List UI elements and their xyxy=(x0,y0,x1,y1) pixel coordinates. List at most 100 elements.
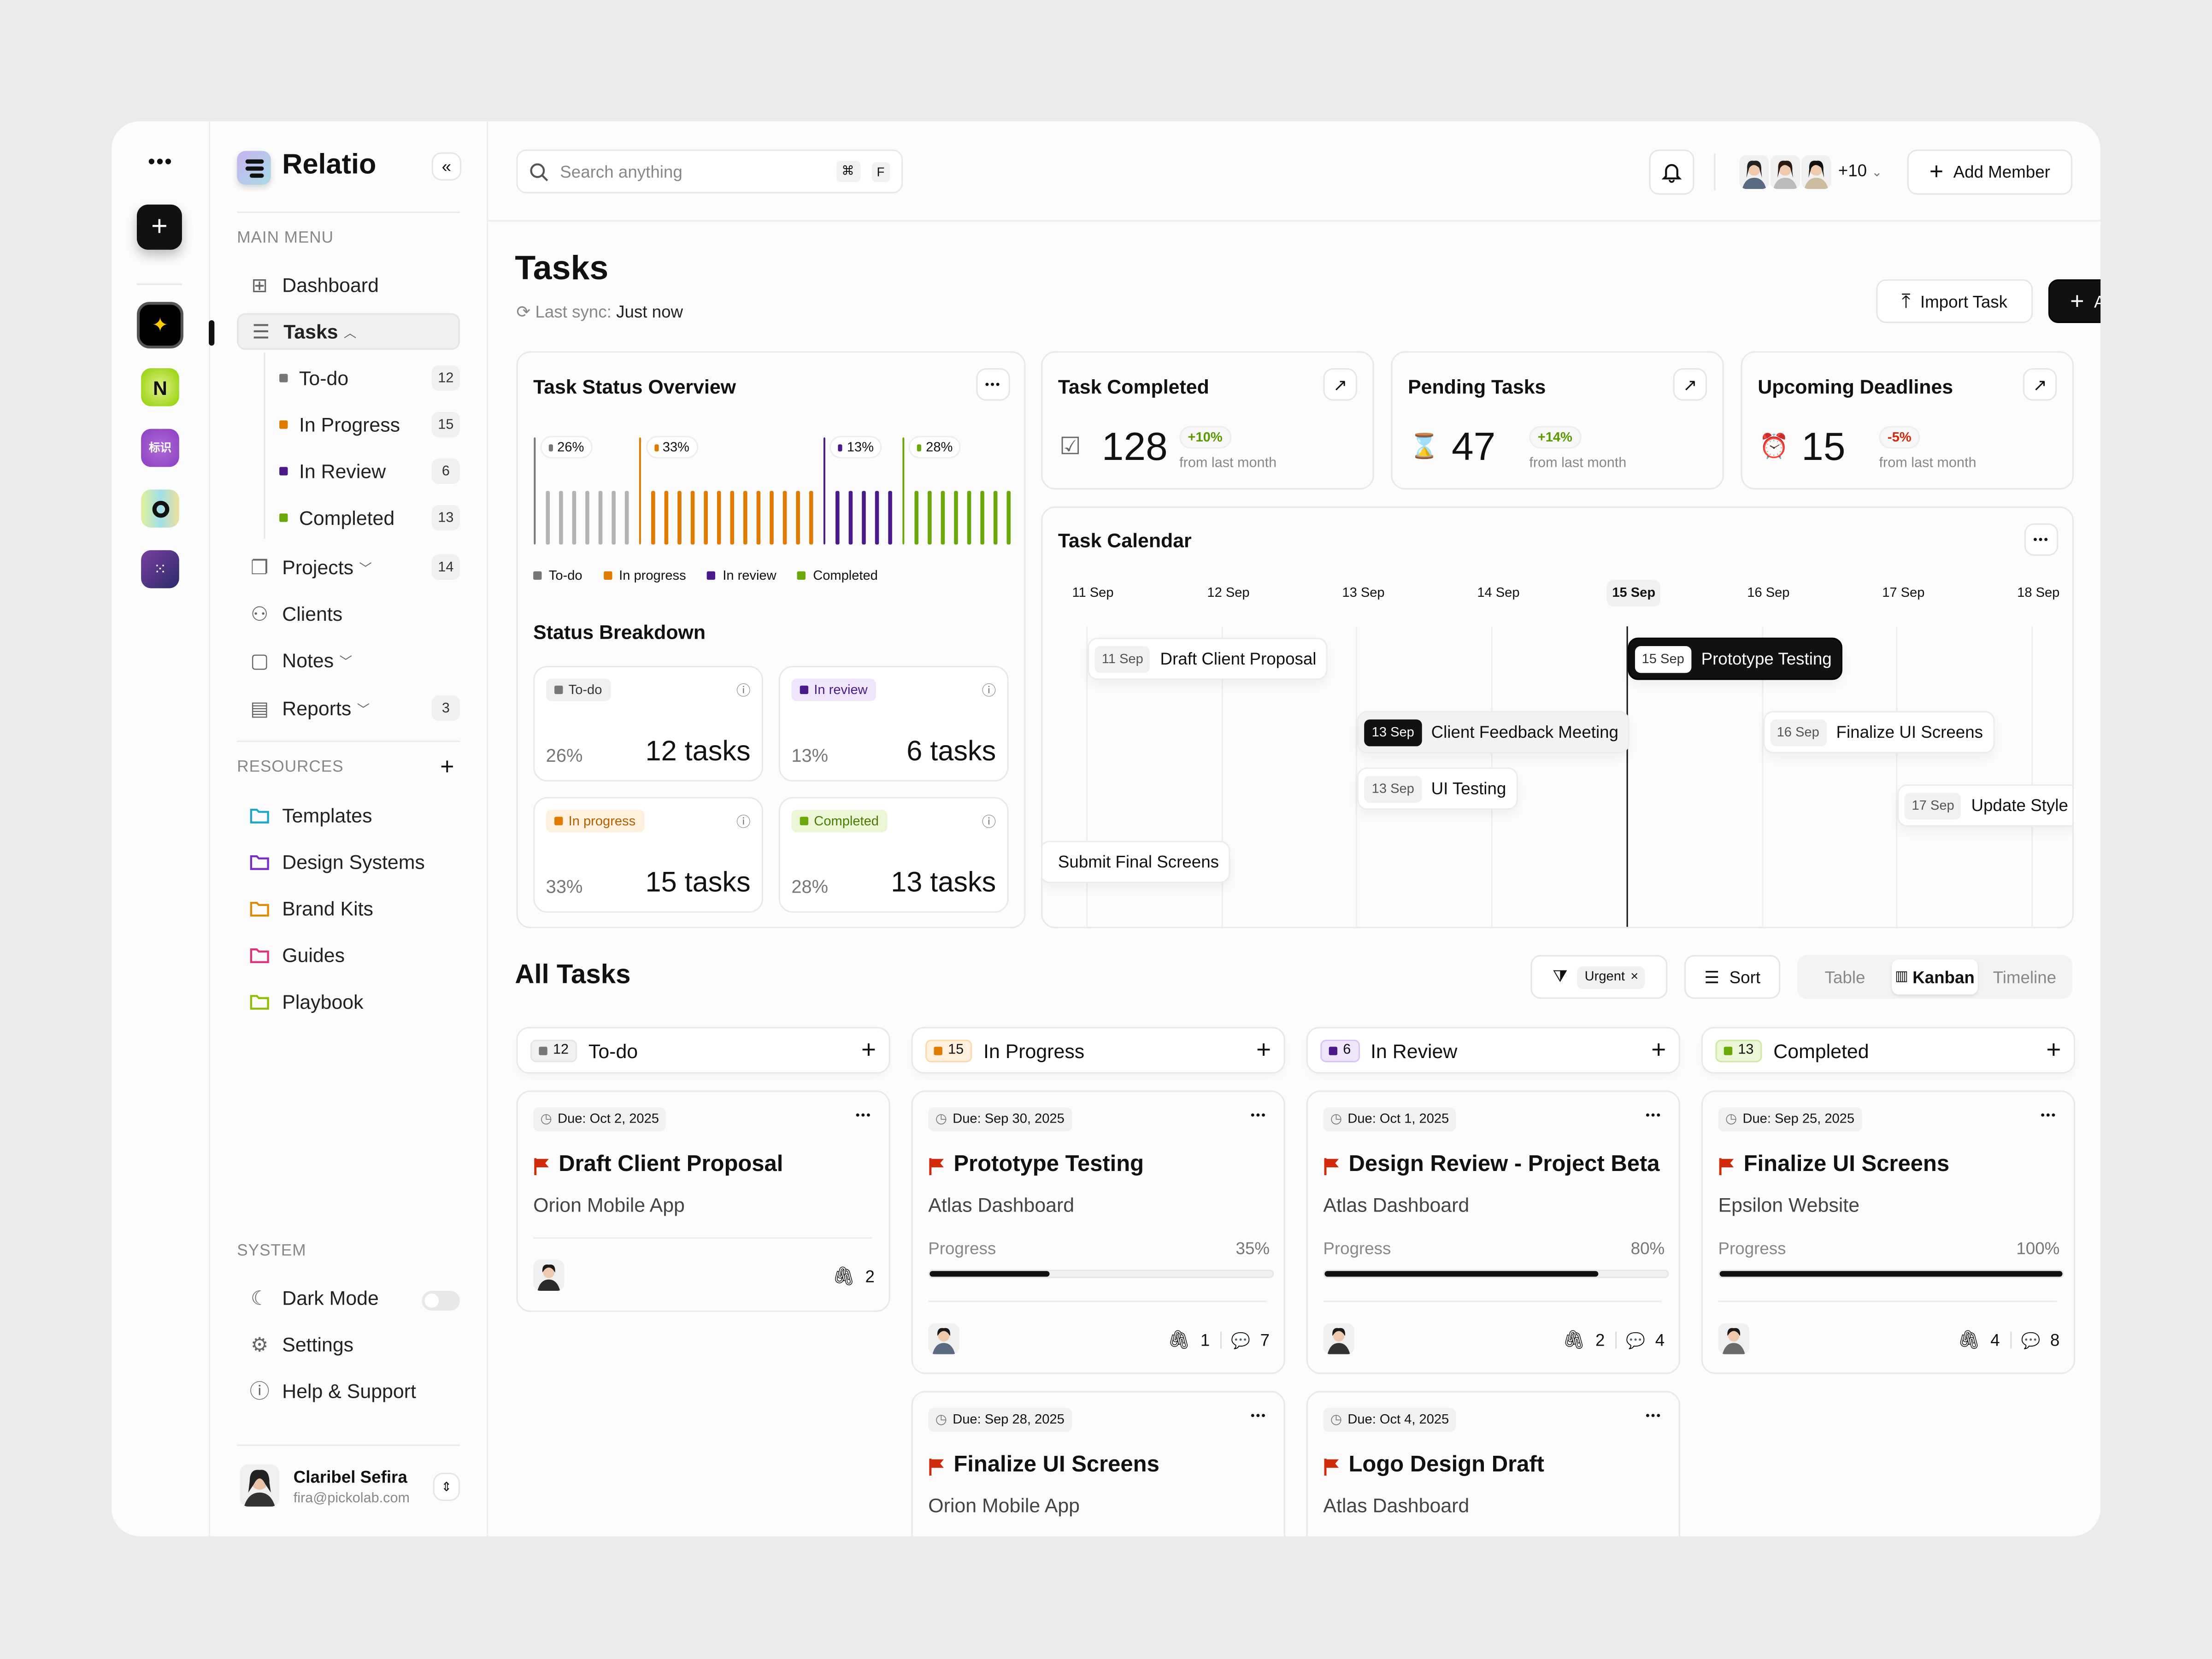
new-workspace-button[interactable]: + xyxy=(136,204,182,250)
member-avatar[interactable] xyxy=(1770,155,1800,189)
sidebar-subitem-in-progress[interactable]: In Progress 15 xyxy=(279,406,460,443)
calendar-day-14-sep[interactable]: 14 Sep xyxy=(1477,585,1520,601)
card-more-button[interactable]: ••• xyxy=(1646,1109,1662,1122)
member-avatar[interactable] xyxy=(1739,155,1769,189)
user-avatar[interactable] xyxy=(240,1464,280,1507)
calendar-event[interactable]: 11 Sep Draft Client Proposal xyxy=(1088,637,1328,680)
calendar-day-12-sep[interactable]: 12 Sep xyxy=(1207,585,1250,601)
system-item-help-support[interactable]: ⓘ Help & Support xyxy=(237,1373,460,1410)
task-card[interactable]: ◷ Due: Oct 4, 2025 ••• Logo Design Draft … xyxy=(1306,1391,1680,1536)
card-more-button[interactable]: ••• xyxy=(855,1109,872,1122)
filter-button[interactable]: ⧩ Urgent × xyxy=(1530,955,1668,999)
calendar-event[interactable]: 16 Sep Finalize UI Screens xyxy=(1762,711,1994,753)
resource-design-systems[interactable]: Design Systems xyxy=(237,844,460,881)
notifications-button[interactable] xyxy=(1649,149,1694,195)
breakdown-card-in-progress[interactable]: In progress ⓘ 33% 15 tasks xyxy=(533,797,764,913)
sidebar-item-dashboard[interactable]: ⊞ Dashboard xyxy=(237,267,460,304)
breakdown-card-in-review[interactable]: In review ⓘ 13% 6 tasks xyxy=(778,665,1009,782)
info-icon[interactable]: ⓘ xyxy=(736,684,751,700)
calendar-event[interactable]: 17 Sep Update Style xyxy=(1897,784,2072,827)
workspace-badge-icon[interactable]: 标识 xyxy=(141,429,179,467)
task-card[interactable]: ◷ Due: Sep 25, 2025 ••• Finalize UI Scree… xyxy=(1701,1090,2076,1374)
member-avatar[interactable] xyxy=(1801,155,1831,189)
workspace-dots-icon[interactable]: ⁙ xyxy=(141,550,179,588)
sidebar-subitem-to-do[interactable]: To-do 12 xyxy=(279,360,460,397)
search-input[interactable]: Search anything ⌘ F xyxy=(516,149,903,194)
resource-brand-kits[interactable]: Brand Kits xyxy=(237,890,460,927)
card-more-button[interactable]: ••• xyxy=(1251,1409,1267,1422)
task-card[interactable]: ◷ Due: Sep 30, 2025 ••• Prototype Testing… xyxy=(911,1090,1285,1374)
assignee-avatar[interactable] xyxy=(1718,1323,1749,1354)
open-stat-button[interactable]: ↗ xyxy=(1673,368,1707,401)
sidebar-item-projects[interactable]: ❐ Projects ﹀ 14 xyxy=(237,549,460,586)
task-title[interactable]: Design Review - Project Beta xyxy=(1323,1153,1660,1178)
add-member-button[interactable]: + Add Member xyxy=(1907,149,2072,195)
members-more-count[interactable]: +10 ⌄ xyxy=(1838,161,1883,181)
calendar-event[interactable]: 15 Sep Prototype Testing xyxy=(1628,637,1843,680)
sidebar-item-clients[interactable]: ⚇ Clients xyxy=(237,595,460,632)
assignee-avatar[interactable] xyxy=(533,1259,565,1291)
calendar-more-button[interactable]: ••• xyxy=(2024,523,2059,556)
assignee-avatar[interactable] xyxy=(1323,1323,1354,1354)
info-icon[interactable]: ⓘ xyxy=(982,815,996,831)
calendar-day-11-sep[interactable]: 11 Sep xyxy=(1072,585,1114,601)
task-title[interactable]: Logo Design Draft xyxy=(1323,1453,1544,1478)
open-stat-button[interactable]: ↗ xyxy=(2023,368,2057,401)
task-card[interactable]: ◷ Due: Oct 2, 2025 ••• Draft Client Propo… xyxy=(516,1090,890,1312)
add-card-button[interactable]: + xyxy=(1256,1035,1271,1064)
card-more-button[interactable]: ••• xyxy=(1251,1109,1267,1122)
dark-mode-toggle[interactable] xyxy=(422,1290,460,1311)
sort-button[interactable]: ☰ Sort xyxy=(1684,955,1781,999)
breakdown-card-to-do[interactable]: To-do ⓘ 26% 12 tasks xyxy=(533,665,764,782)
info-icon[interactable]: ⓘ xyxy=(736,815,751,831)
add-card-button[interactable]: + xyxy=(2046,1035,2061,1064)
calendar-day-15-sep[interactable]: 15 Sep xyxy=(1606,580,1661,607)
member-avatars[interactable] xyxy=(1739,155,1831,189)
breakdown-card-completed[interactable]: Completed ⓘ 28% 13 tasks xyxy=(778,797,1009,913)
view-tab-table[interactable]: Table xyxy=(1824,967,1865,987)
calendar-event[interactable]: Submit Final Screens xyxy=(1042,841,1230,883)
task-title[interactable]: Draft Client Proposal xyxy=(533,1153,783,1178)
import-task-button[interactable]: ⤒ Import Task xyxy=(1876,279,2033,324)
assignee-avatar[interactable] xyxy=(928,1323,959,1354)
task-title[interactable]: Finalize UI Screens xyxy=(928,1453,1159,1478)
calendar-day-18-sep[interactable]: 18 Sep xyxy=(2017,585,2060,601)
task-card[interactable]: ◷ Due: Oct 1, 2025 ••• Design Review - Pr… xyxy=(1306,1090,1680,1374)
filter-chip-urgent[interactable]: Urgent × xyxy=(1577,965,1646,988)
view-tab-timeline[interactable]: Timeline xyxy=(1993,967,2057,987)
card-more-button[interactable]: ••• xyxy=(2041,1109,2057,1122)
collapse-sidebar-button[interactable]: « xyxy=(431,152,462,181)
sidebar-item-reports[interactable]: ▤ Reports ﹀ 3 xyxy=(237,690,460,727)
task-title[interactable]: Finalize UI Screens xyxy=(1718,1153,1949,1178)
add-card-button[interactable]: + xyxy=(861,1035,877,1064)
sidebar-item-tasks[interactable]: ☰ Tasks ︿ xyxy=(237,313,460,350)
add-card-button[interactable]: + xyxy=(1651,1035,1666,1064)
info-icon[interactable]: ⓘ xyxy=(982,684,996,700)
account-switcher-button[interactable]: ⇕ xyxy=(433,1472,460,1501)
overview-more-button[interactable]: ••• xyxy=(976,368,1010,401)
add-resource-button[interactable]: + xyxy=(440,753,454,780)
calendar-day-17-sep[interactable]: 17 Sep xyxy=(1882,585,1925,601)
sidebar-item-notes[interactable]: ▢ Notes ﹀ xyxy=(237,642,460,679)
add-task-button[interactable]: + Add Task xyxy=(2048,279,2101,324)
task-card[interactable]: ◷ Due: Sep 28, 2025 ••• Finalize UI Scree… xyxy=(911,1391,1285,1536)
workspace-n-icon[interactable]: N xyxy=(141,368,179,406)
calendar-event[interactable]: 13 Sep Client Feedback Meeting xyxy=(1358,711,1630,753)
view-tab-kanban[interactable]: ▥ Kanban xyxy=(1891,959,1978,995)
workspace-ring-icon[interactable] xyxy=(141,489,179,528)
system-item-dark-mode[interactable]: ☾ Dark Mode xyxy=(237,1280,460,1317)
calendar-day-16-sep[interactable]: 16 Sep xyxy=(1747,585,1790,601)
more-icon[interactable]: ••• xyxy=(148,149,173,172)
open-stat-button[interactable]: ↗ xyxy=(1323,368,1357,401)
close-icon[interactable]: × xyxy=(1630,969,1639,985)
card-more-button[interactable]: ••• xyxy=(1646,1409,1662,1422)
calendar-day-13-sep[interactable]: 13 Sep xyxy=(1342,585,1385,601)
sidebar-subitem-completed[interactable]: Completed 13 xyxy=(279,500,460,536)
task-title[interactable]: Prototype Testing xyxy=(928,1153,1144,1178)
resource-guides[interactable]: Guides xyxy=(237,937,460,974)
resource-playbook[interactable]: Playbook xyxy=(237,983,460,1020)
resource-templates[interactable]: Templates xyxy=(237,797,460,834)
calendar-event[interactable]: 13 Sep UI Testing xyxy=(1358,767,1518,810)
sidebar-subitem-in-review[interactable]: In Review 6 xyxy=(279,453,460,490)
system-item-settings[interactable]: ⚙ Settings xyxy=(237,1326,460,1363)
